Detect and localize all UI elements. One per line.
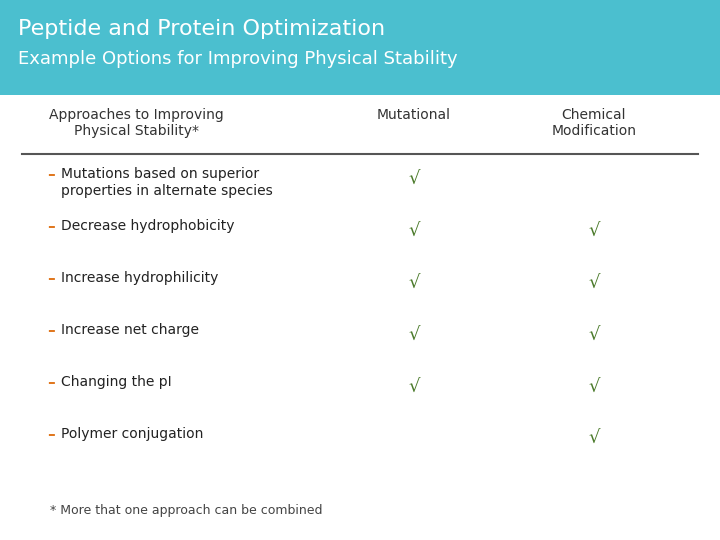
- Text: Example Options for Improving Physical Stability: Example Options for Improving Physical S…: [18, 50, 458, 68]
- Text: –: –: [47, 271, 55, 286]
- Text: Polymer conjugation: Polymer conjugation: [61, 427, 204, 441]
- Text: Increase hydrophilicity: Increase hydrophilicity: [61, 271, 219, 285]
- Text: √: √: [408, 222, 420, 240]
- Text: –: –: [47, 219, 55, 234]
- Text: √: √: [408, 326, 420, 343]
- Text: Peptide and Protein Optimization: Peptide and Protein Optimization: [18, 19, 385, 39]
- Text: √: √: [408, 170, 420, 188]
- Text: √: √: [588, 274, 600, 292]
- Text: –: –: [47, 375, 55, 390]
- Text: √: √: [588, 377, 600, 395]
- Text: √: √: [588, 222, 600, 240]
- Text: Changing the pI: Changing the pI: [61, 375, 172, 389]
- Text: √: √: [408, 274, 420, 292]
- Text: Approaches to Improving
Physical Stability*: Approaches to Improving Physical Stabili…: [50, 108, 224, 138]
- Text: * More that one approach can be combined: * More that one approach can be combined: [50, 504, 323, 517]
- Text: √: √: [588, 326, 600, 343]
- Text: –: –: [47, 323, 55, 338]
- Text: Mutational: Mutational: [377, 108, 451, 122]
- Text: √: √: [408, 377, 420, 395]
- Text: Increase net charge: Increase net charge: [61, 323, 199, 337]
- Text: Decrease hydrophobicity: Decrease hydrophobicity: [61, 219, 235, 233]
- Text: Mutations based on superior
properties in alternate species: Mutations based on superior properties i…: [61, 167, 273, 198]
- Text: Chemical
Modification: Chemical Modification: [552, 108, 636, 138]
- Text: √: √: [588, 429, 600, 447]
- Text: –: –: [47, 167, 55, 183]
- FancyBboxPatch shape: [0, 0, 720, 94]
- Text: –: –: [47, 427, 55, 442]
